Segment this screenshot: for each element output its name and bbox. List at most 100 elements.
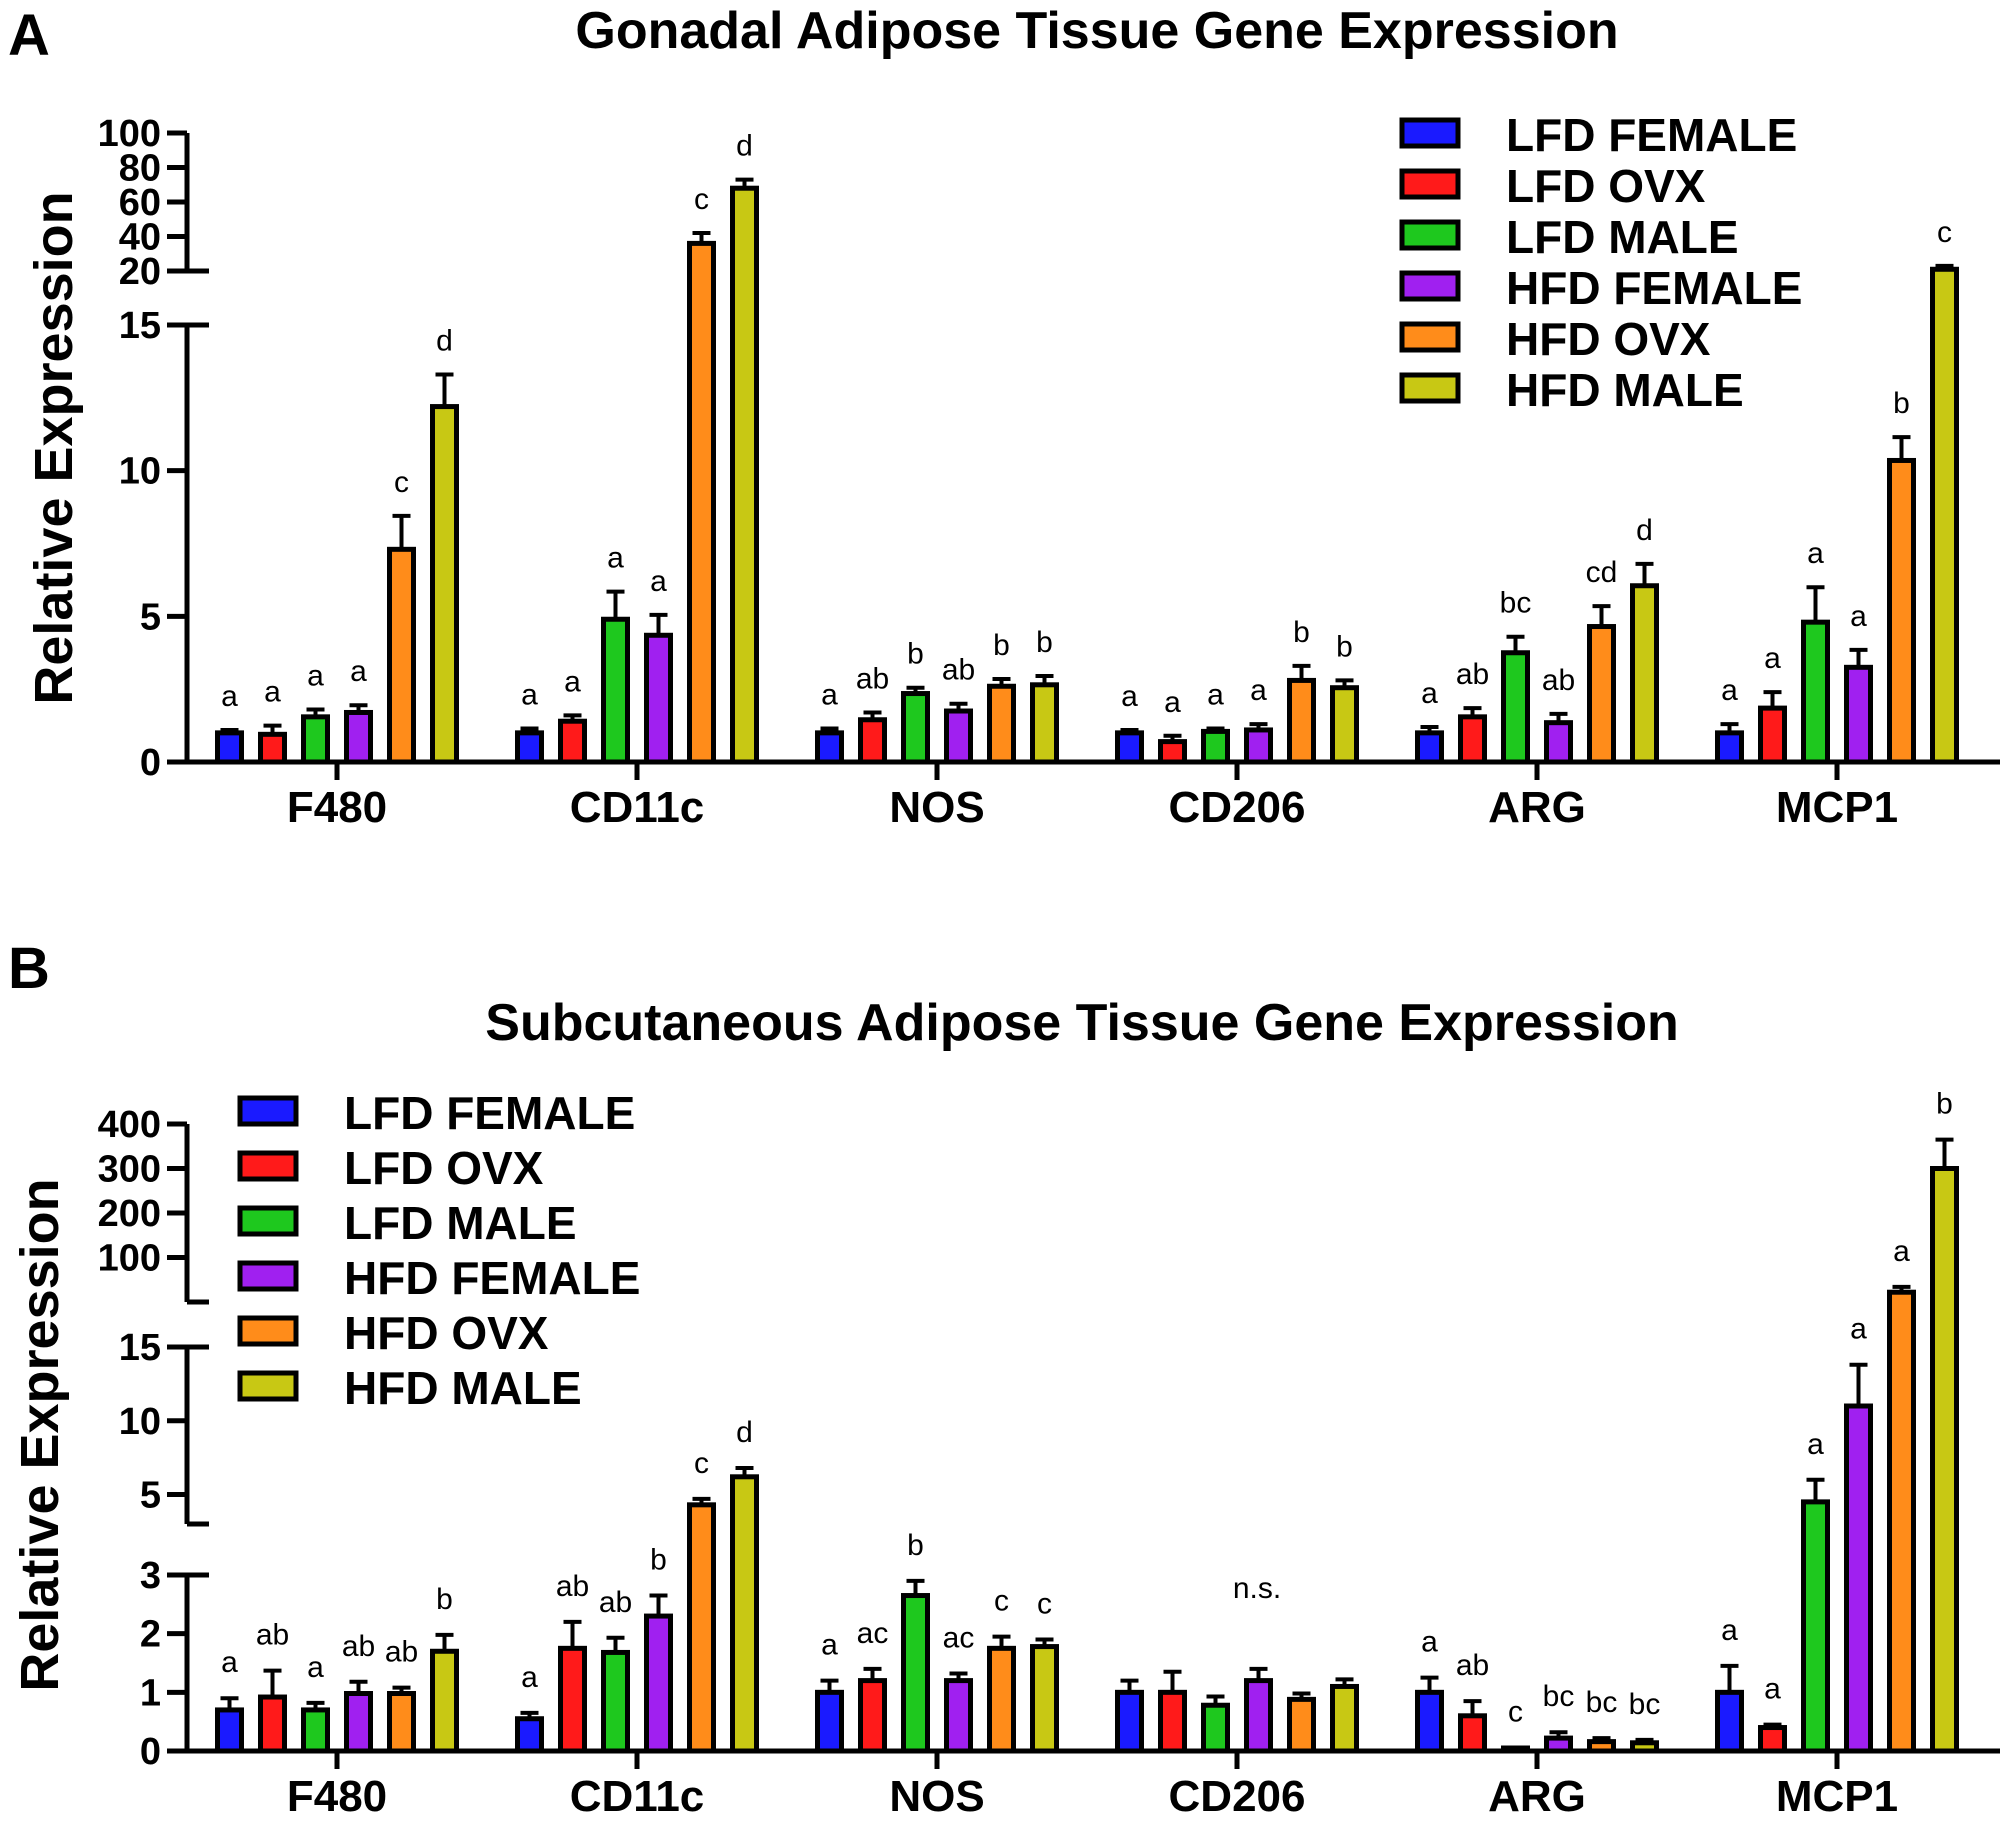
significance-label: ab <box>856 662 889 695</box>
significance-label: a <box>221 1646 238 1679</box>
significance-label: d <box>736 130 753 163</box>
bar <box>730 1474 759 1754</box>
y-tick-label: 60 <box>119 182 161 224</box>
significance-label: d <box>1636 514 1653 547</box>
legend-swatch <box>1399 219 1461 251</box>
significance-label: n.s. <box>1233 1572 1281 1605</box>
legend-swatch <box>237 1095 299 1127</box>
significance-label: a <box>564 665 581 698</box>
significance-label: c <box>694 1447 709 1480</box>
legend-label: HFD FEMALE <box>1506 262 1802 314</box>
significance-label: a <box>221 680 238 713</box>
legend-swatch <box>237 1150 299 1182</box>
bar <box>1115 730 1144 765</box>
significance-label: ab <box>942 654 975 687</box>
y-tick-label: 0 <box>140 742 161 784</box>
bar <box>258 1694 287 1754</box>
bar <box>644 632 673 765</box>
bar <box>1030 1644 1059 1754</box>
y-tick-label: 400 <box>98 1104 161 1146</box>
significance-label: a <box>1121 680 1138 713</box>
significance-label: ab <box>556 1570 589 1603</box>
y-tick-label: 20 <box>119 251 161 293</box>
y-tick-label: 80 <box>119 148 161 190</box>
bar <box>1330 1683 1359 1754</box>
bar <box>1930 1166 1959 1754</box>
legend-swatch <box>1399 321 1461 353</box>
bar <box>1158 1689 1187 1754</box>
significance-label: a <box>521 1661 538 1694</box>
legend-label: HFD MALE <box>344 1362 582 1414</box>
bar <box>515 1716 544 1754</box>
legend-swatch <box>237 1315 299 1347</box>
significance-label: a <box>1807 1428 1824 1461</box>
bar <box>430 404 459 765</box>
bar <box>687 240 716 765</box>
bar <box>1158 739 1187 765</box>
x-category-label: CD11c <box>570 783 705 832</box>
significance-label: ab <box>1456 1649 1489 1682</box>
legend-swatch <box>1399 372 1461 404</box>
significance-label: b <box>1893 387 1910 420</box>
y-tick-label: 1 <box>140 1672 161 1714</box>
legend-swatch <box>237 1260 299 1292</box>
significance-label: bc <box>1500 587 1532 620</box>
bar <box>944 708 973 765</box>
bar <box>987 1645 1016 1754</box>
significance-label: b <box>1293 616 1310 649</box>
legend-label: LFD MALE <box>344 1197 577 1249</box>
significance-label: a <box>1421 1626 1438 1659</box>
significance-label: a <box>821 678 838 711</box>
significance-label: a <box>307 660 324 693</box>
bar <box>515 730 544 765</box>
bar <box>1930 266 1959 765</box>
bar <box>730 185 759 765</box>
significance-label: a <box>1207 678 1224 711</box>
significance-label: a <box>264 676 281 709</box>
panel-a-letter: A <box>8 3 50 68</box>
significance-label: a <box>650 565 667 598</box>
bar <box>1458 714 1487 765</box>
bar <box>815 730 844 765</box>
significance-label: c <box>694 183 709 216</box>
significance-label: b <box>436 1583 453 1616</box>
x-category-label: MCP1 <box>1776 783 1898 832</box>
legend-swatch <box>237 1205 299 1237</box>
x-category-label: CD206 <box>1169 1772 1306 1821</box>
bar <box>858 1678 887 1754</box>
bar <box>1030 682 1059 765</box>
bar <box>1415 1689 1444 1754</box>
bar <box>1630 583 1659 765</box>
bar <box>387 1691 416 1754</box>
x-category-label: CD11c <box>570 1772 705 1821</box>
significance-label: a <box>1164 686 1181 719</box>
panel-b-letter: B <box>8 936 50 1001</box>
bar <box>901 691 930 765</box>
legend-swatch <box>237 1370 299 1402</box>
panel-b-ylabel: Relative Expression <box>10 1178 70 1691</box>
legend-label: LFD FEMALE <box>344 1087 635 1139</box>
significance-label: ab <box>385 1636 418 1669</box>
bar <box>1887 457 1916 765</box>
bar <box>858 717 887 765</box>
bar <box>1715 1689 1744 1754</box>
significance-label: b <box>650 1544 667 1577</box>
panel-a-ylabel: Relative Expression <box>24 191 84 704</box>
bar <box>344 1691 373 1754</box>
legend-swatch <box>1399 168 1461 200</box>
legend-swatch <box>1399 270 1461 302</box>
bar <box>901 1593 930 1754</box>
panel-b-title: Subcutaneous Adipose Tissue Gene Express… <box>485 994 1678 1052</box>
legend-swatch <box>1399 117 1461 149</box>
legend-label: HFD OVX <box>1506 313 1711 365</box>
x-category-label: MCP1 <box>1776 1772 1898 1821</box>
significance-label: a <box>607 542 624 575</box>
significance-label: b <box>1936 1088 1953 1121</box>
significance-label: c <box>1937 216 1952 249</box>
bar <box>215 1707 244 1754</box>
significance-label: cd <box>1586 556 1618 589</box>
bar <box>1587 1739 1616 1754</box>
x-category-label: F480 <box>287 783 387 832</box>
